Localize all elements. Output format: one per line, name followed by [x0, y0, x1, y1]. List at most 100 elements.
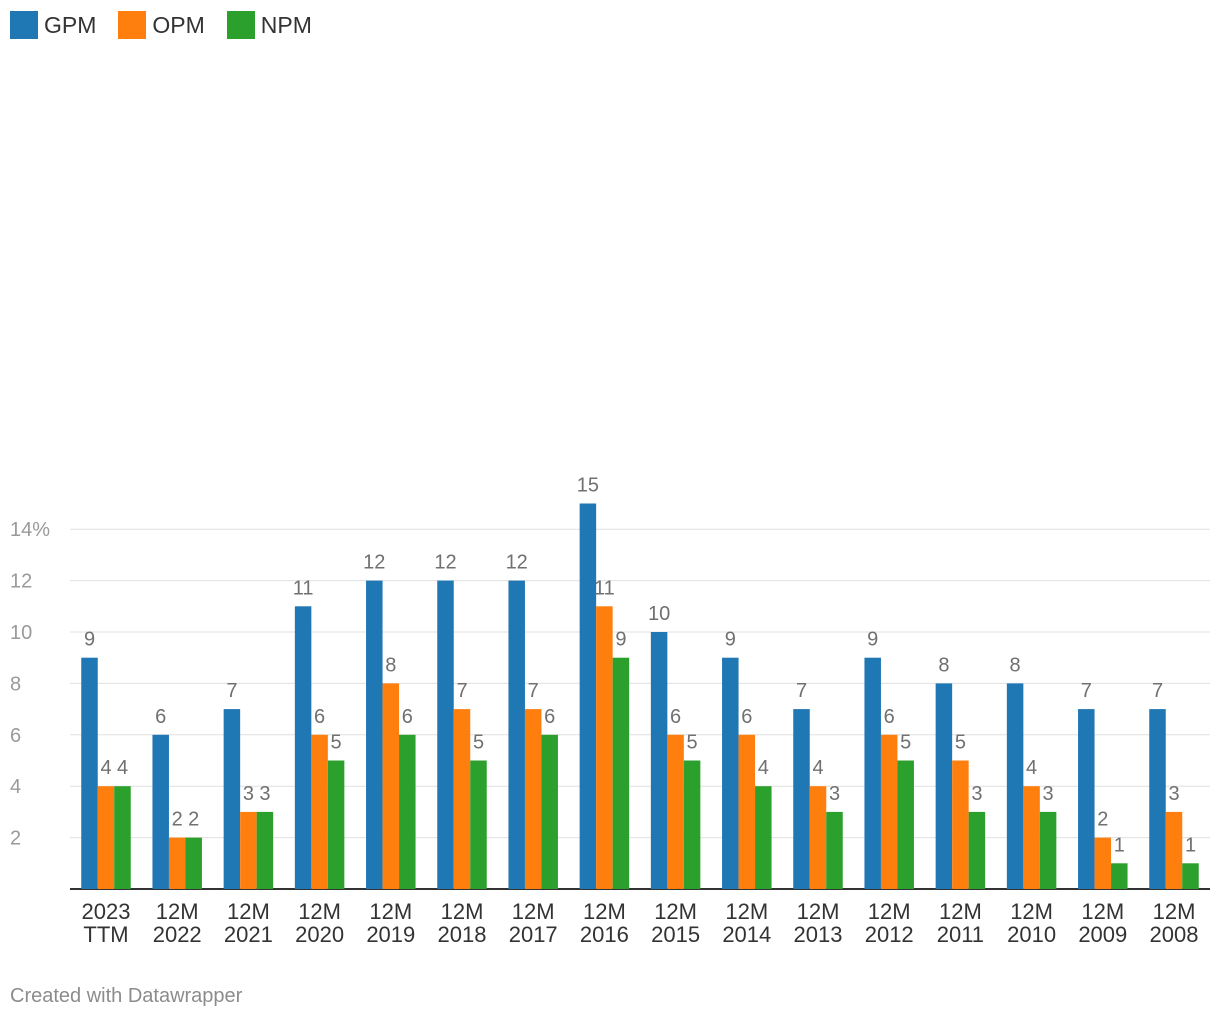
y-tick-label: 12 — [10, 571, 32, 593]
x-tick-label-line2: 2008 — [1150, 922, 1199, 947]
value-label-opm: 4 — [812, 757, 823, 779]
value-label-opm: 4 — [1026, 757, 1037, 779]
bar-opm — [1023, 786, 1040, 889]
bar-opm — [382, 683, 400, 889]
value-label-gpm: 10 — [648, 603, 670, 625]
legend-item-opm: OPM — [118, 11, 205, 39]
bar-npm — [826, 811, 843, 889]
bar-npm — [114, 786, 131, 889]
value-label-npm: 3 — [829, 783, 840, 805]
value-label-npm: 4 — [758, 757, 769, 779]
value-label-gpm: 6 — [155, 706, 166, 728]
bar-npm — [256, 811, 274, 889]
x-tick-label-line2: 2015 — [651, 922, 700, 947]
x-tick-label-line2: 2009 — [1078, 922, 1127, 947]
value-label-opm: 6 — [314, 706, 325, 728]
x-tick-label-line1: 12M — [1081, 899, 1124, 924]
value-label-gpm: 9 — [867, 629, 878, 651]
x-tick-label-line2: 2010 — [1007, 922, 1056, 947]
y-tick-label: 8 — [10, 673, 21, 695]
x-tick-label-line2: 2012 — [865, 922, 914, 947]
value-label-gpm: 12 — [434, 552, 456, 574]
x-tick-label-line2: 2018 — [438, 922, 487, 947]
legend-item-npm: NPM — [226, 11, 312, 39]
y-tick-label: 2 — [10, 828, 21, 850]
x-tick-label-line2: 2016 — [580, 922, 629, 947]
bar-npm — [470, 760, 487, 889]
value-label-opm: 8 — [385, 654, 396, 676]
bar-npm — [327, 760, 345, 889]
x-tick-label-line1: 12M — [654, 899, 697, 924]
x-tick-label-line1: 12M — [369, 899, 412, 924]
value-label-gpm: 7 — [796, 680, 807, 702]
bar-npm — [185, 837, 202, 889]
bar-gpm — [935, 683, 953, 889]
value-label-opm: 11 — [594, 577, 615, 599]
value-label-gpm: 12 — [506, 552, 528, 574]
value-label-opm: 2 — [172, 809, 183, 831]
value-label-npm: 3 — [259, 783, 270, 805]
bar-npm — [541, 734, 558, 889]
y-tick-label: 6 — [10, 725, 21, 747]
bar-npm — [1039, 811, 1057, 889]
bar-gpm — [81, 657, 98, 889]
value-label-npm: 3 — [971, 783, 982, 805]
value-label-gpm: 9 — [84, 629, 95, 651]
value-label-npm: 1 — [1185, 834, 1196, 856]
bar-npm — [1111, 863, 1128, 889]
bar-gpm — [864, 657, 881, 889]
x-tick-label-line2: 2014 — [722, 922, 771, 947]
value-label-opm: 2 — [1097, 809, 1108, 831]
bar-npm — [612, 657, 630, 889]
bar-npm — [897, 760, 914, 889]
value-label-npm: 3 — [1043, 783, 1054, 805]
bar-gpm — [223, 709, 241, 889]
value-label-opm: 6 — [884, 706, 895, 728]
x-tick-label-line1: 12M — [583, 899, 626, 924]
x-tick-label-line1: 12M — [1153, 899, 1196, 924]
value-label-opm: 6 — [670, 706, 681, 728]
x-tick-label-line2: TTM — [83, 922, 128, 947]
bar-opm — [524, 709, 542, 889]
x-tick-label-line1: 12M — [725, 899, 768, 924]
value-label-opm: 6 — [741, 706, 752, 728]
value-label-npm: 2 — [188, 809, 199, 831]
x-tick-label-line2: 2020 — [295, 922, 344, 947]
value-label-npm: 5 — [687, 732, 698, 754]
value-label-npm: 4 — [117, 757, 128, 779]
value-label-npm: 5 — [900, 732, 911, 754]
legend-swatch-opm — [118, 11, 147, 39]
bar-gpm — [294, 606, 312, 889]
value-label-opm: 3 — [243, 783, 254, 805]
bar-npm — [683, 760, 701, 889]
bar-opm — [667, 734, 684, 889]
x-tick-label-line2: 2011 — [937, 922, 984, 947]
x-tick-label-line2: 2022 — [153, 922, 202, 947]
value-label-gpm: 12 — [363, 552, 385, 574]
x-tick-label-line2: 2019 — [366, 922, 415, 947]
value-label-opm: 4 — [100, 757, 111, 779]
x-tick-label-line1: 12M — [441, 899, 484, 924]
legend-label-npm: NPM — [260, 11, 312, 38]
x-tick-label-line2: 2013 — [794, 922, 843, 947]
bar-gpm — [722, 657, 739, 889]
value-label-gpm: 7 — [226, 680, 237, 702]
legend-label-gpm: GPM — [44, 11, 97, 38]
value-label-opm: 3 — [1168, 783, 1179, 805]
x-tick-label-line1: 12M — [156, 899, 199, 924]
bar-npm — [968, 811, 986, 889]
value-label-npm: 6 — [544, 706, 555, 728]
bar-gpm — [152, 734, 169, 889]
value-label-gpm: 7 — [1081, 680, 1092, 702]
legend-swatch-npm — [226, 11, 255, 39]
bar-opm — [240, 811, 257, 889]
value-label-gpm: 8 — [1010, 654, 1021, 676]
bar-opm — [97, 786, 115, 889]
bar-opm — [1165, 811, 1183, 889]
value-label-npm: 9 — [615, 629, 626, 651]
value-label-gpm: 7 — [1152, 680, 1163, 702]
value-label-gpm: 8 — [938, 654, 949, 676]
x-tick-label-line2: 2021 — [224, 922, 273, 947]
bar-npm — [399, 734, 416, 889]
